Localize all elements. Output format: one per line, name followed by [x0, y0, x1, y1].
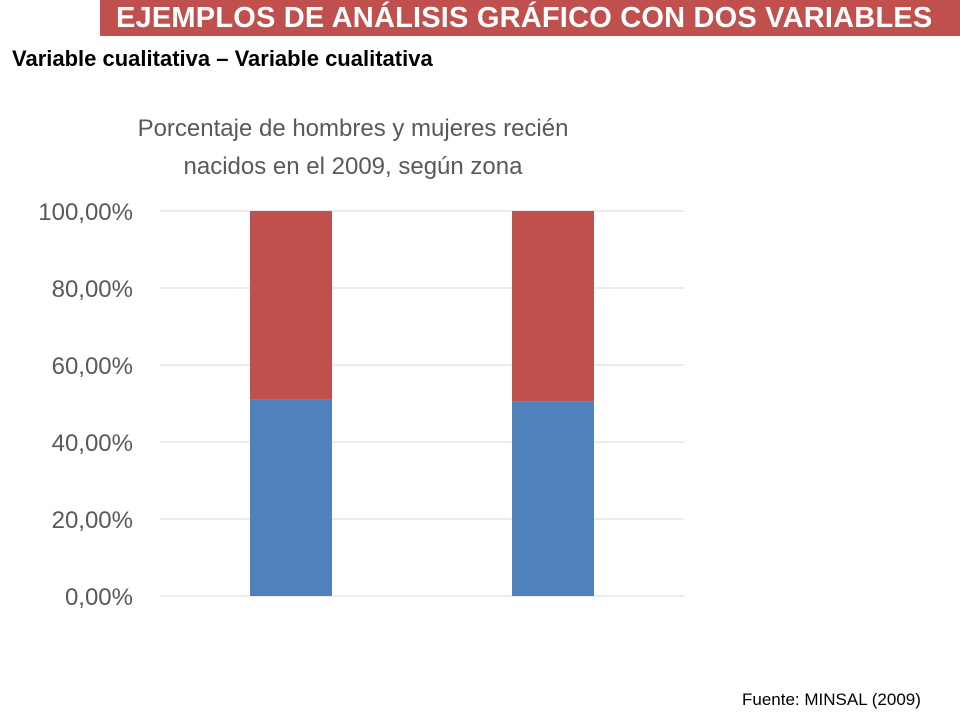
bar-rural-mujeres: [512, 401, 594, 596]
bar-urbano-mujeres: [250, 399, 332, 596]
y-tick-label: 60,00%: [52, 353, 133, 380]
y-tick-label: 100,00%: [38, 199, 133, 226]
y-tick-label: 80,00%: [52, 276, 133, 303]
title-banner: EJEMPLOS DE ANÁLISIS GRÁFICO CON DOS VAR…: [100, 0, 960, 36]
chart-title: Porcentaje de hombres y mujeres recién na…: [138, 115, 569, 180]
stacked-bar-chart: Porcentaje de hombres y mujeres recién na…: [38, 115, 684, 611]
source-note: Fuente: MINSAL (2009): [742, 690, 921, 709]
chart-title-line-2: nacidos en el 2009, según zona: [184, 153, 524, 180]
y-tick-label: 20,00%: [52, 507, 133, 534]
chart-gridlines: [160, 210, 684, 597]
chart-bars: [250, 211, 594, 596]
bar-urbano-hombre: [250, 211, 332, 400]
slide-subtitle: Variable cualitativa – Variable cualitat…: [12, 46, 433, 71]
chart-title-line-1: Porcentaje de hombres y mujeres recién: [138, 115, 569, 142]
banner-title: EJEMPLOS DE ANÁLISIS GRÁFICO CON DOS VAR…: [116, 2, 933, 34]
y-tick-label: 40,00%: [52, 430, 133, 457]
bar-rural-hombre: [512, 211, 594, 402]
y-axis-tick-labels: 0,00% 20,00% 40,00% 60,00% 80,00% 100,00%: [38, 199, 133, 611]
y-tick-label: 0,00%: [65, 584, 133, 611]
